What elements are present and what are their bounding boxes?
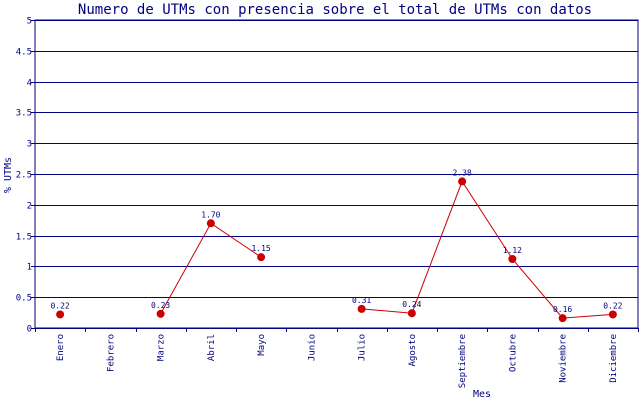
y-tick-label: 1.5 bbox=[16, 233, 32, 243]
x-tick-label: Abril bbox=[207, 334, 217, 361]
data-point bbox=[458, 177, 467, 186]
data-label: 0.22 bbox=[50, 301, 69, 310]
data-label: 0.16 bbox=[553, 305, 572, 314]
x-tick-label: Febrero bbox=[106, 334, 116, 372]
data-point bbox=[206, 219, 215, 228]
y-tick-label: 0 bbox=[27, 325, 32, 335]
y-tick-label: 2 bbox=[27, 202, 32, 212]
x-tick-label: Agosto bbox=[408, 334, 418, 367]
y-tick-label: 2.5 bbox=[16, 171, 32, 181]
data-label: 0.22 bbox=[603, 301, 622, 310]
data-label: 2.38 bbox=[452, 168, 471, 177]
data-point bbox=[56, 310, 65, 319]
x-tick-label: Marzo bbox=[157, 334, 167, 361]
data-labels: 0.22 0.23 1.70 1.15 0.31 0.24 2.38 1.12 0.16 0.22 bbox=[50, 168, 622, 314]
x-tick-label: Junio bbox=[307, 334, 317, 361]
data-point bbox=[508, 255, 517, 264]
data-point bbox=[156, 309, 165, 318]
series-line bbox=[361, 180, 613, 319]
y-tick-label: 1 bbox=[27, 263, 32, 273]
data-label: 1.12 bbox=[503, 246, 522, 255]
y-axis-label: % UTMs bbox=[3, 157, 14, 193]
y-ticks: 0 0.5 1 1.5 2 2.5 3 3.5 4 4.5 5 bbox=[16, 17, 32, 335]
x-tick-label: Julio bbox=[358, 334, 368, 361]
x-tick-label: Octubre bbox=[508, 334, 518, 372]
x-tick-label: Septiembre bbox=[458, 334, 468, 388]
y-tick-label: 4.5 bbox=[16, 48, 32, 58]
grid bbox=[31, 19, 639, 332]
data-point bbox=[558, 314, 567, 323]
data-label: 1.70 bbox=[201, 210, 220, 219]
x-tick-label: Noviembre bbox=[559, 334, 569, 383]
data-label: 0.31 bbox=[352, 296, 371, 305]
data-label: 1.15 bbox=[251, 244, 270, 253]
data-label: 0.23 bbox=[151, 301, 170, 310]
data-label: 0.24 bbox=[402, 300, 421, 309]
x-tick-label: Diciembre bbox=[609, 334, 619, 383]
data-point bbox=[407, 309, 416, 318]
x-tick-label: Enero bbox=[56, 334, 66, 361]
x-ticks: Enero Febrero Marzo Abril Mayo Junio Julio Agos… bbox=[56, 334, 619, 388]
y-tick-label: 3 bbox=[27, 140, 32, 150]
y-tick-label: 3.5 bbox=[16, 109, 32, 119]
x-axis-label: Mes bbox=[473, 389, 491, 400]
y-tick-label: 5 bbox=[27, 17, 32, 27]
data-point bbox=[257, 253, 266, 262]
y-tick-label: 4 bbox=[27, 79, 32, 89]
series bbox=[56, 177, 617, 323]
data-point bbox=[608, 310, 617, 319]
x-tick-label: Mayo bbox=[257, 334, 267, 356]
data-point bbox=[357, 304, 366, 313]
y-tick-label: 0.5 bbox=[16, 294, 32, 304]
chart-title: Numero de UTMs con presencia sobre el to… bbox=[78, 2, 592, 18]
